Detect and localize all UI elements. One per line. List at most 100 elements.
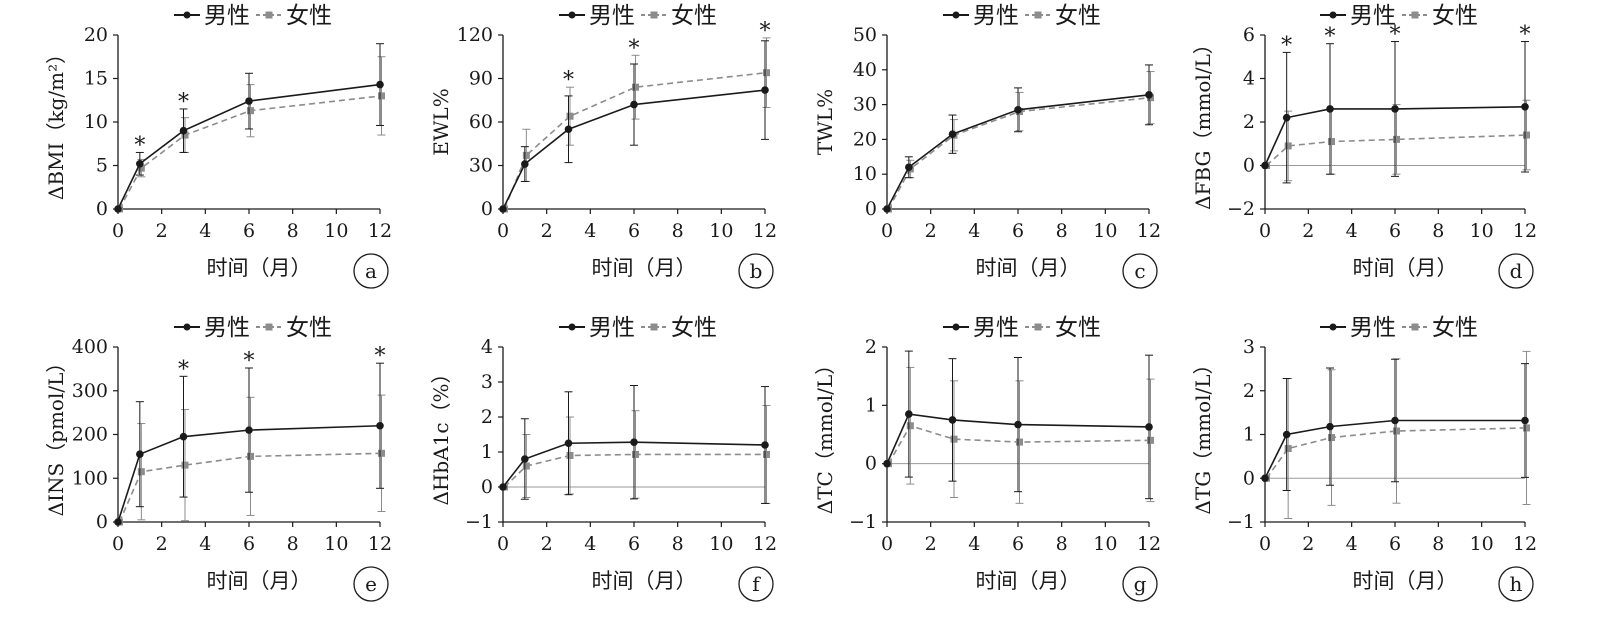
x-tick-label: 4	[199, 533, 211, 555]
data-point-male	[179, 432, 188, 441]
panel-letter: h	[1510, 572, 1523, 596]
data-point-male	[1521, 416, 1529, 425]
x-tick-label: 12	[1137, 533, 1161, 555]
x-tick-label: 0	[881, 220, 893, 242]
data-point-female	[1328, 138, 1335, 146]
data-point-female	[632, 450, 639, 458]
legend-marker-male	[568, 323, 576, 331]
x-tick-label: 10	[1093, 220, 1117, 242]
x-tick-label: 10	[709, 533, 733, 555]
x-tick-label: 8	[1432, 220, 1444, 242]
panel-letter: b	[750, 259, 763, 283]
y-tick-label: 1	[1243, 424, 1255, 446]
series-female	[1263, 99, 1531, 182]
x-tick-label: 6	[243, 220, 255, 242]
y-tick-label: 30	[853, 94, 877, 116]
data-point-male	[630, 438, 638, 447]
x-tick-label: 10	[324, 220, 348, 242]
y-tick-label: −2	[1227, 198, 1255, 220]
y-tick-label: 1	[481, 441, 493, 463]
y-tick-label: 0	[481, 198, 493, 220]
y-tick-label: 20	[84, 24, 108, 46]
y-tick-label: 300	[72, 380, 108, 402]
legend-marker-male	[952, 323, 960, 331]
panel-letter-circle	[738, 253, 774, 289]
x-axis-label: 时间（月）	[1353, 256, 1458, 280]
x-tick-label: 12	[1513, 220, 1537, 242]
data-point-male	[114, 205, 122, 213]
x-tick-label: 6	[1389, 220, 1401, 242]
significance-star: *	[134, 133, 145, 158]
y-tick-label: −1	[465, 511, 493, 533]
y-tick-label: 0	[865, 453, 877, 475]
legend-label-male: 男性	[589, 315, 635, 341]
x-tick-label: 0	[497, 533, 509, 555]
x-tick-label: 0	[881, 533, 893, 555]
significance-star: *	[629, 36, 640, 61]
panel-c: 男性 女性 0 10 20 30 40 50 0 2 4 6 8 10 12 时间（月） TWL% c	[813, 3, 1161, 289]
y-tick-label: 3	[1243, 336, 1255, 358]
series-line	[503, 71, 767, 210]
significance-star: *	[1390, 23, 1401, 48]
data-point-male	[114, 518, 122, 526]
legend-marker-male	[1329, 11, 1337, 19]
x-tick-label: 6	[628, 220, 640, 242]
legend-label-female: 女性	[286, 315, 332, 341]
series-female	[116, 394, 386, 526]
y-tick-label: 5	[96, 155, 108, 177]
x-tick-label: 4	[1346, 533, 1358, 555]
x-tick-label: 2	[1302, 220, 1314, 242]
data-point-male	[521, 160, 529, 168]
legend-label-male: 男性	[1350, 315, 1396, 341]
data-point-female	[566, 112, 574, 120]
legend: 男性 女性	[1320, 3, 1478, 29]
panel-letter-circle	[1122, 566, 1158, 602]
significance-star: *	[1325, 25, 1336, 50]
data-point-male	[564, 439, 573, 448]
series-male	[114, 43, 384, 213]
x-tick-label: 8	[672, 220, 684, 242]
x-tick-label: 12	[753, 220, 777, 242]
y-axis-label: ΔTC（mmol/L）	[813, 355, 837, 514]
y-axis-label: EWL%	[429, 88, 453, 155]
panel-letter: c	[1134, 259, 1145, 283]
data-point-male	[136, 450, 144, 458]
significance-star: *	[1520, 23, 1531, 48]
x-tick-label: 0	[1259, 533, 1271, 555]
data-point-male	[905, 410, 913, 418]
legend-label-male: 男性	[1350, 3, 1396, 29]
data-point-male	[1282, 113, 1291, 122]
data-point-female	[1284, 142, 1292, 150]
x-tick-label: 2	[156, 220, 168, 242]
y-axis-label: ΔFBG（mmol/L）	[1191, 34, 1215, 210]
panel-b: 男性 女性 0 30 60 90 120 0 2 4 6 8 10 12 时间（月） EWL% b * * *	[429, 3, 777, 289]
series-male	[499, 40, 769, 213]
legend: 男性 女性	[174, 315, 332, 341]
data-point-female	[1393, 135, 1400, 143]
data-point-female	[137, 164, 145, 172]
x-tick-label: 10	[1470, 533, 1494, 555]
data-point-male	[761, 441, 769, 449]
data-point-male	[499, 205, 507, 213]
data-point-male	[179, 126, 188, 135]
y-tick-label: 90	[469, 68, 493, 90]
data-point-male	[883, 459, 891, 468]
series-male	[883, 64, 1153, 213]
data-point-male	[1391, 105, 1399, 113]
y-tick-label: 2	[481, 406, 493, 428]
y-tick-label: 15	[84, 68, 108, 90]
data-point-male	[1391, 416, 1399, 425]
x-tick-label: 12	[368, 533, 392, 555]
data-point-female	[181, 131, 189, 139]
x-axis-label: 时间（月）	[976, 256, 1081, 280]
panel-letter: d	[1510, 259, 1523, 283]
significance-star: *	[375, 344, 386, 369]
y-tick-label: 10	[853, 163, 877, 185]
data-point-male	[136, 159, 144, 168]
data-point-female	[906, 422, 914, 430]
legend-marker-male	[568, 11, 576, 19]
legend-marker-female	[1411, 11, 1419, 19]
data-point-male	[1521, 102, 1529, 111]
